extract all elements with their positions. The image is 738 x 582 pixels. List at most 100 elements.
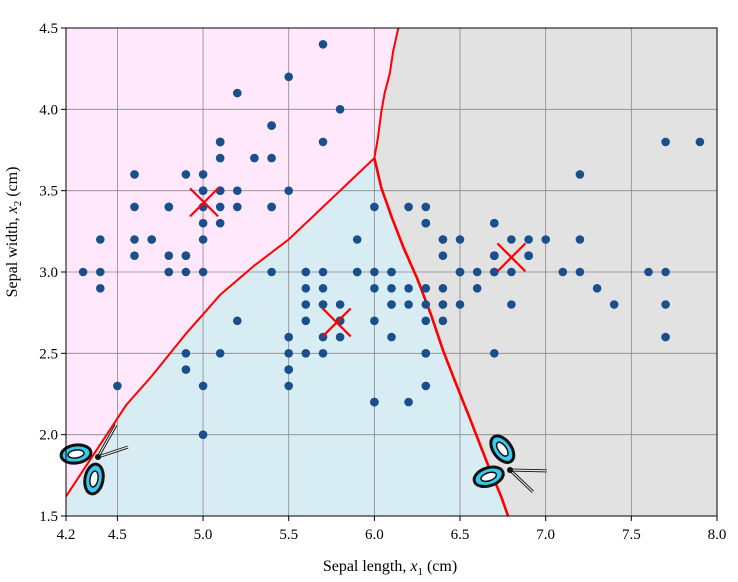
data-point	[661, 137, 670, 147]
data-point	[352, 267, 362, 277]
data-point	[318, 267, 328, 277]
data-point	[438, 300, 448, 309]
data-point	[387, 300, 396, 309]
data-point	[130, 202, 139, 212]
data-point	[490, 267, 499, 277]
data-point	[387, 332, 396, 342]
data-point	[267, 121, 276, 130]
centroid-markers	[189, 187, 527, 338]
data-point	[215, 153, 225, 163]
data-point	[198, 170, 208, 179]
y-tick-label: 3.5	[39, 184, 58, 200]
y-tick-label: 4.0	[39, 102, 58, 118]
data-point	[438, 235, 448, 244]
data-point	[198, 218, 208, 228]
y-axis-title: Sepal width, x2 (cm)	[4, 167, 24, 298]
data-point	[267, 267, 276, 277]
x-tick-label: 6.0	[365, 527, 384, 543]
data-point	[181, 267, 191, 277]
data-point	[387, 267, 396, 277]
data-point	[215, 137, 225, 147]
data-point	[318, 349, 328, 358]
boundary-setosa-versicolor	[66, 157, 376, 498]
data-point	[318, 40, 328, 49]
data-point	[421, 316, 431, 326]
data-point	[575, 235, 585, 244]
data-point	[181, 170, 191, 179]
data-point	[404, 300, 413, 309]
data-point	[661, 332, 670, 342]
data-point	[524, 235, 533, 244]
data-point	[215, 202, 225, 212]
x-tick-label: 7.5	[622, 527, 641, 543]
data-point	[318, 137, 328, 147]
data-point	[421, 349, 431, 358]
data-point	[609, 300, 619, 309]
data-point	[421, 218, 431, 228]
data-point	[455, 300, 465, 309]
data-point	[421, 300, 431, 309]
data-point	[370, 267, 379, 277]
data-point	[661, 300, 670, 309]
data-point	[318, 300, 328, 309]
data-point	[284, 349, 294, 358]
data-point	[284, 186, 294, 195]
data-point	[370, 202, 379, 212]
data-point	[370, 316, 379, 326]
data-point	[284, 72, 294, 82]
x-tick-label: 8.0	[708, 527, 727, 543]
data-point	[592, 284, 602, 293]
x-tick-label: 4.2	[57, 527, 76, 543]
data-point	[164, 267, 174, 277]
data-point	[661, 267, 670, 277]
y-tick-label: 2.5	[39, 346, 58, 362]
x-tick-label: 4.5	[108, 527, 127, 543]
y-tick-label: 2.0	[39, 428, 58, 444]
y-tick-label: 1.5	[39, 509, 58, 525]
data-point	[198, 235, 208, 244]
data-point	[404, 202, 413, 212]
data-point	[644, 267, 653, 277]
data-point	[524, 251, 533, 260]
data-point	[370, 397, 379, 407]
data-point	[541, 235, 550, 244]
x-tick-label: 5.5	[279, 527, 298, 543]
x-tick-label: 7.0	[536, 527, 555, 543]
data-point	[301, 267, 311, 277]
data-point	[78, 267, 88, 277]
axis-ticks: 4.2 4.5 5.0 5.5 6.0 6.5 7.0 7.5 8.0 1.5 2.0 2.5 3.0 3…	[39, 21, 726, 543]
data-point	[233, 316, 242, 326]
x-axis-title: Sepal length, x1 (cm)	[323, 558, 457, 578]
data-point	[198, 381, 208, 391]
y-tick-label: 4.5	[39, 21, 58, 37]
data-point	[284, 381, 294, 391]
data-point	[284, 332, 294, 342]
data-point	[472, 284, 482, 293]
data-point	[250, 153, 259, 163]
data-point	[404, 397, 413, 407]
data-point	[233, 186, 242, 195]
data-point	[301, 284, 311, 293]
data-point	[215, 218, 225, 228]
data-point	[301, 349, 311, 358]
data-point	[507, 300, 516, 309]
data-point	[387, 284, 396, 293]
data-point	[438, 316, 448, 326]
centroid-marker	[496, 242, 527, 273]
data-point	[267, 153, 276, 163]
data-point	[490, 349, 499, 358]
data-point	[233, 202, 242, 212]
data-point	[455, 235, 465, 244]
data-point	[215, 349, 225, 358]
data-point	[198, 267, 208, 277]
data-point	[575, 267, 585, 277]
data-point	[421, 284, 431, 293]
data-point	[301, 316, 311, 326]
data-point	[335, 332, 345, 342]
data-point	[438, 284, 448, 293]
data-point	[438, 251, 448, 260]
data-point	[130, 251, 139, 260]
data-point	[198, 186, 208, 195]
data-point	[233, 88, 242, 98]
data-point	[335, 300, 345, 309]
